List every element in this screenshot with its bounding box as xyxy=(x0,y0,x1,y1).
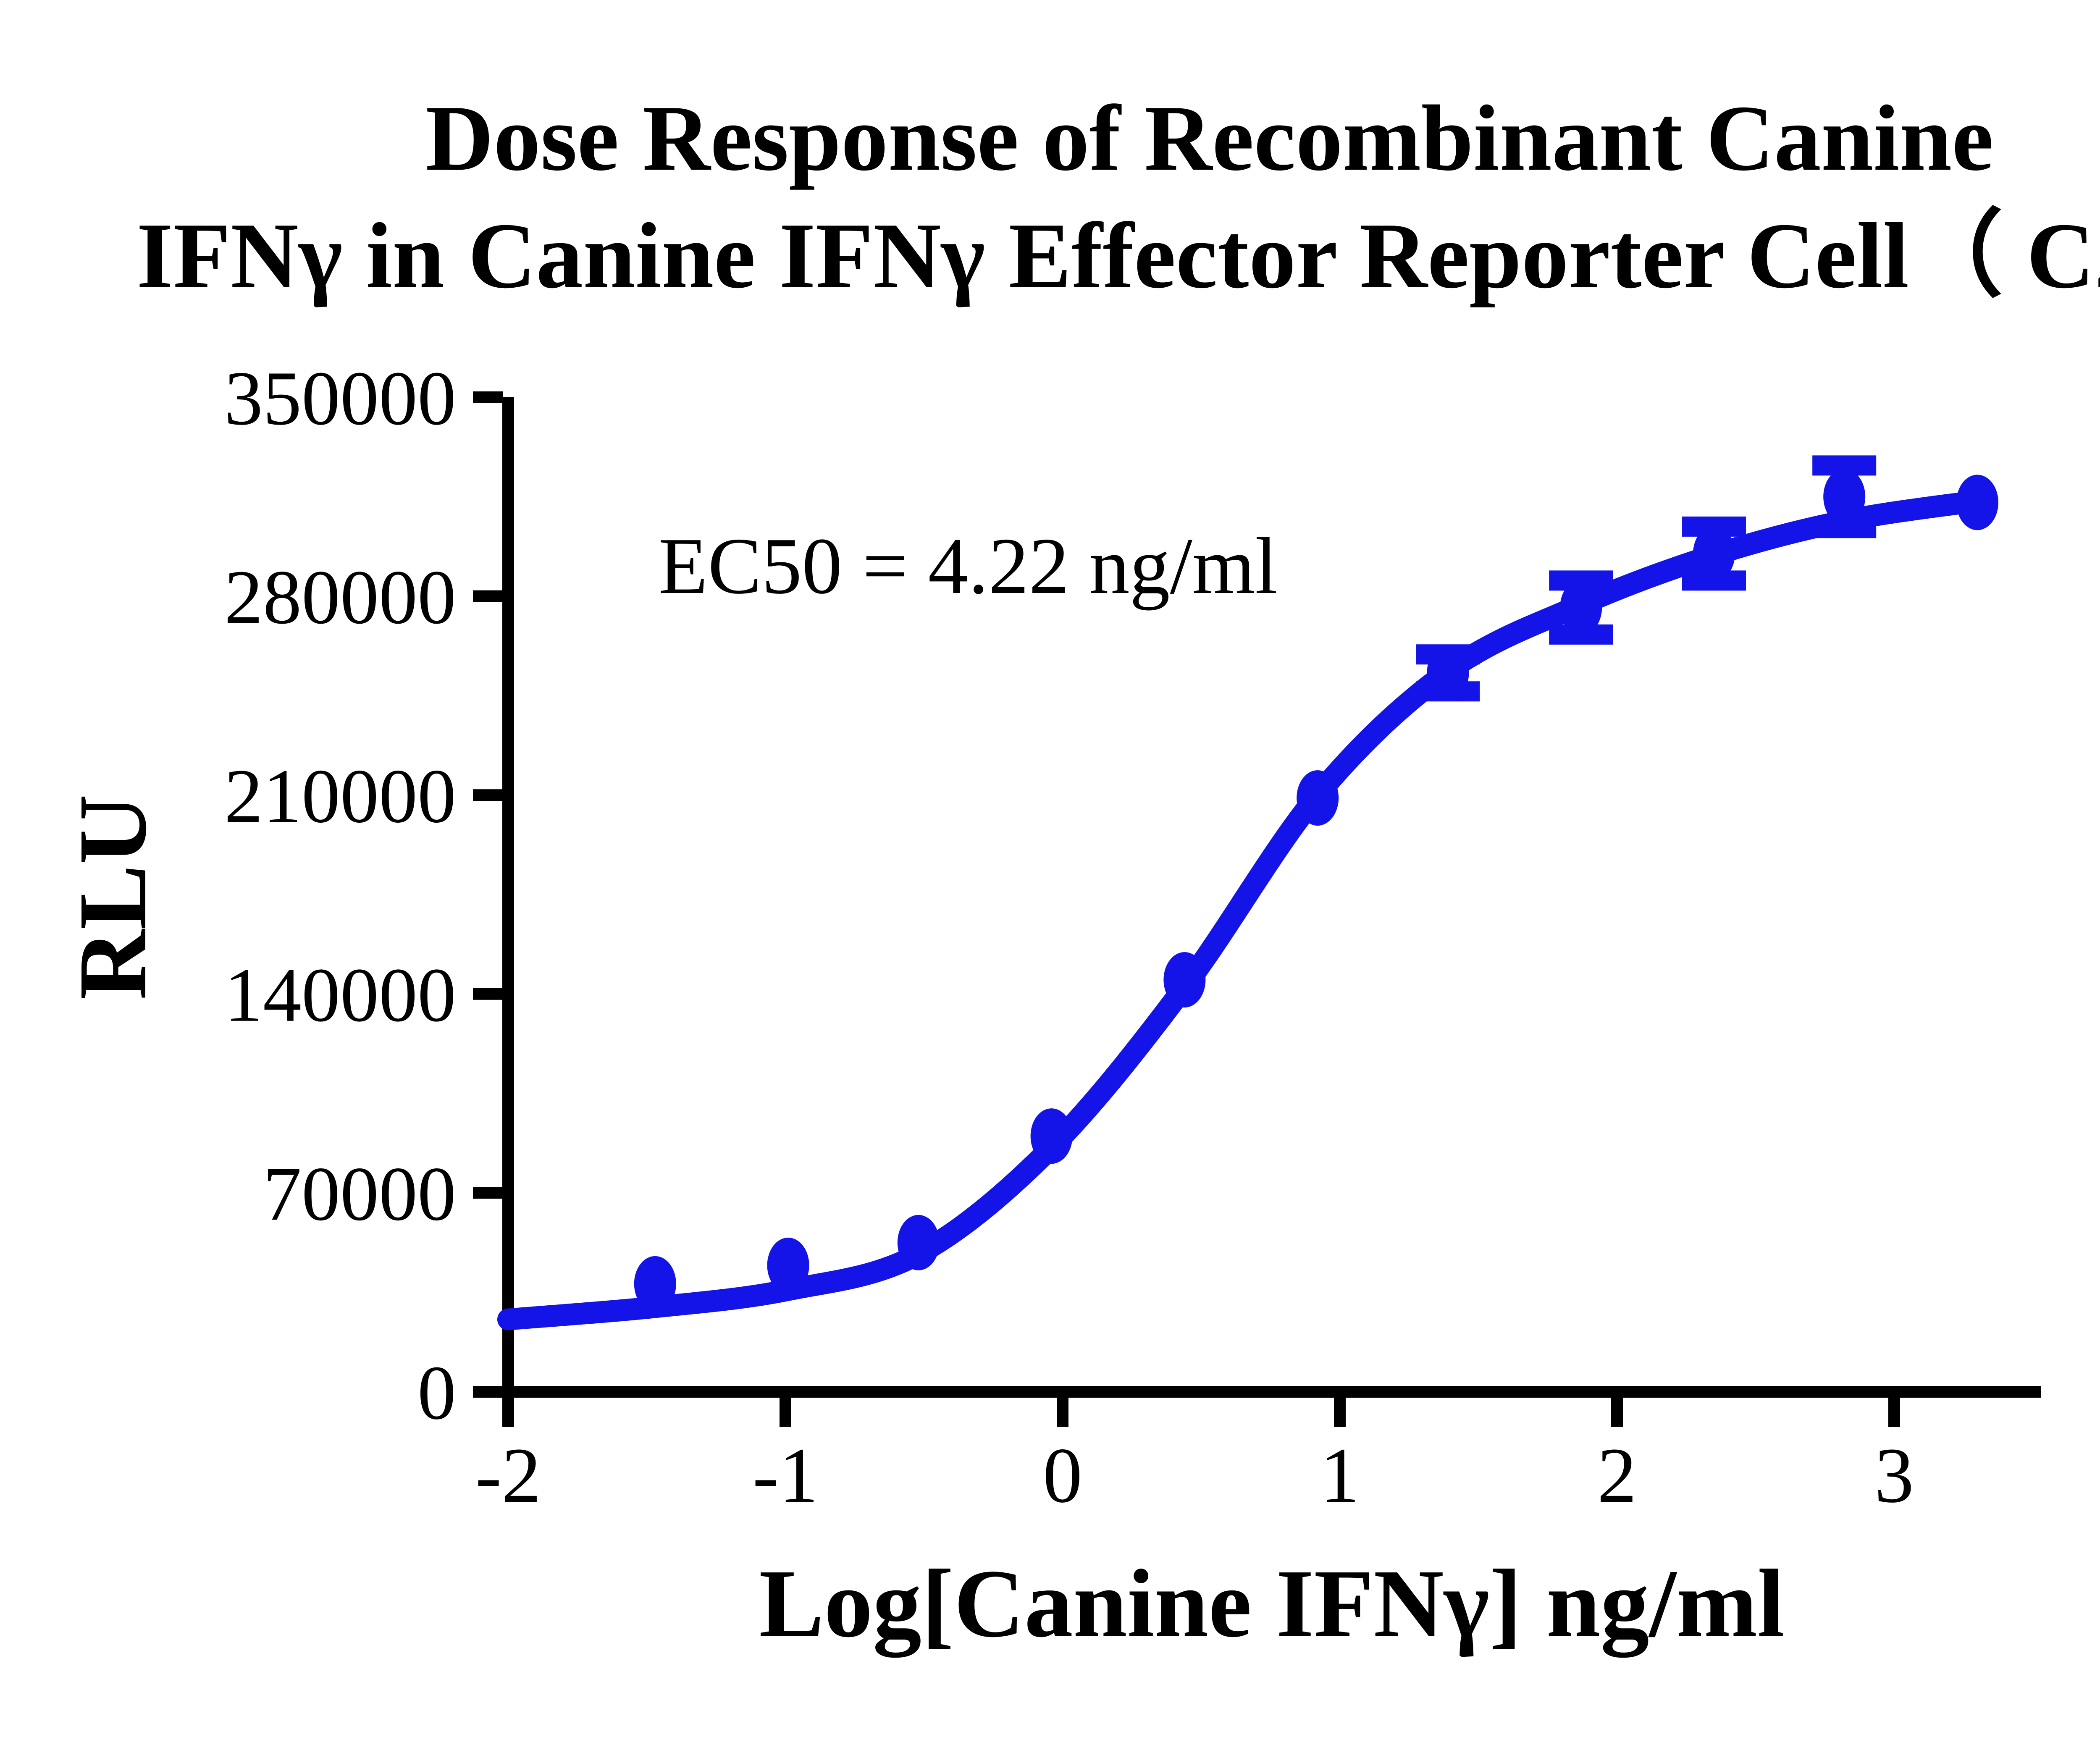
fit-curve xyxy=(497,490,1988,1330)
chart-title: Dose Response of Recombinant Canine IFNγ… xyxy=(0,81,2100,316)
chart-title-line1: Dose Response of Recombinant Canine xyxy=(425,87,1994,192)
data-point-marker xyxy=(1693,526,1735,582)
x-tick-label: -2 xyxy=(475,1431,541,1519)
x-tick-label: -1 xyxy=(753,1431,819,1519)
y-tick-label: 140000 xyxy=(224,952,456,1038)
data-point-marker xyxy=(1560,580,1602,635)
x-tick-label: 2 xyxy=(1597,1431,1637,1519)
data-point-marker xyxy=(1030,1108,1073,1164)
x-tick-label: 0 xyxy=(1043,1431,1082,1519)
ec50-annotation: EC50 = 4.22 ng/ml xyxy=(659,522,1278,611)
data-point-marker xyxy=(1427,645,1469,701)
data-point-marker xyxy=(897,1215,940,1270)
x-tick-label: 1 xyxy=(1320,1431,1360,1519)
x-tick-label: 3 xyxy=(1874,1431,1914,1519)
data-point-marker xyxy=(1823,469,1866,525)
data-point-marker xyxy=(767,1237,809,1293)
data-point-marker xyxy=(1163,952,1206,1008)
y-tick-label: 350000 xyxy=(224,355,456,441)
y-tick-label: 0 xyxy=(417,1350,456,1435)
y-tick-label: 70000 xyxy=(263,1151,456,1236)
y-tick-label: 280000 xyxy=(224,554,456,640)
chart-title-line2: IFNγ in Canine IFNγ Effector Reporter Ce… xyxy=(136,205,2100,309)
x-axis-title: Log[Canine IFNγ] ng/ml xyxy=(759,1549,1785,1658)
y-tick-label: 210000 xyxy=(224,753,456,839)
data-point-marker xyxy=(1956,475,1998,530)
data-point-marker xyxy=(634,1256,676,1312)
data-point-marker xyxy=(1297,770,1339,826)
